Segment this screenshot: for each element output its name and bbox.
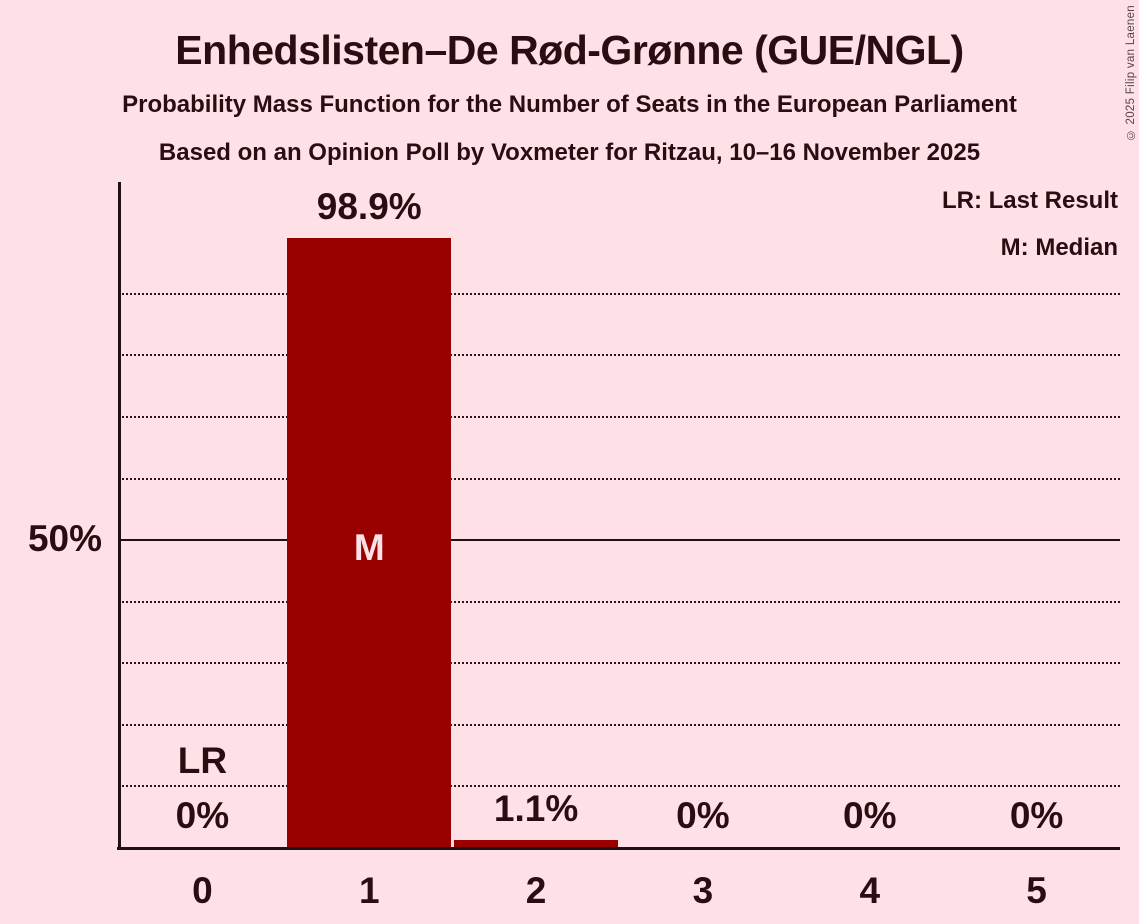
x-tick-label-4: 4 xyxy=(859,870,881,911)
page-title: Enhedslisten–De Rød-Grønne (GUE/NGL) xyxy=(175,27,964,73)
annotation-median: M xyxy=(353,527,385,568)
bar-value-label-seat-3: 0% xyxy=(676,795,730,836)
bar-value-label-seat-4: 0% xyxy=(843,795,897,836)
bar-value-label-seat-0: 0% xyxy=(175,795,230,836)
chart-subtitle-pmf: Probability Mass Function for the Number… xyxy=(122,91,1017,118)
x-tick-label-3: 3 xyxy=(692,870,714,911)
bar-value-label-seat-5: 0% xyxy=(1009,795,1064,836)
gridline-20pct xyxy=(119,723,1120,726)
bar-seat-2 xyxy=(454,840,619,847)
gridline-30pct xyxy=(119,662,1120,665)
x-tick-label-2: 2 xyxy=(525,870,547,911)
gridline-50pct xyxy=(119,539,1120,542)
bar-value-label-seat-1: 98.9% xyxy=(316,186,422,228)
legend-last-result: LR: Last Result xyxy=(941,187,1118,214)
gridline-80pct xyxy=(119,354,1120,357)
x-axis-line xyxy=(117,847,1120,850)
bar-seat-1 xyxy=(287,238,452,847)
gridline-60pct xyxy=(119,477,1120,480)
gridline-10pct xyxy=(119,785,1120,788)
chart-subtitle-poll: Based on an Opinion Poll by Voxmeter for… xyxy=(158,139,981,166)
gridline-70pct xyxy=(119,416,1120,418)
y-tick-label-50: 50% xyxy=(27,518,102,559)
gridline-40pct xyxy=(119,600,1120,603)
x-tick-label-5: 5 xyxy=(1026,870,1047,911)
legend-median: M: Median xyxy=(1000,234,1118,261)
y-axis-line xyxy=(118,182,121,850)
x-tick-label-0: 0 xyxy=(192,870,213,911)
x-tick-label-1: 1 xyxy=(358,870,380,911)
annotation-last-result: LR xyxy=(177,740,228,781)
gridline-90pct xyxy=(119,292,1120,295)
bar-value-label-seat-2: 1.1% xyxy=(493,788,579,830)
